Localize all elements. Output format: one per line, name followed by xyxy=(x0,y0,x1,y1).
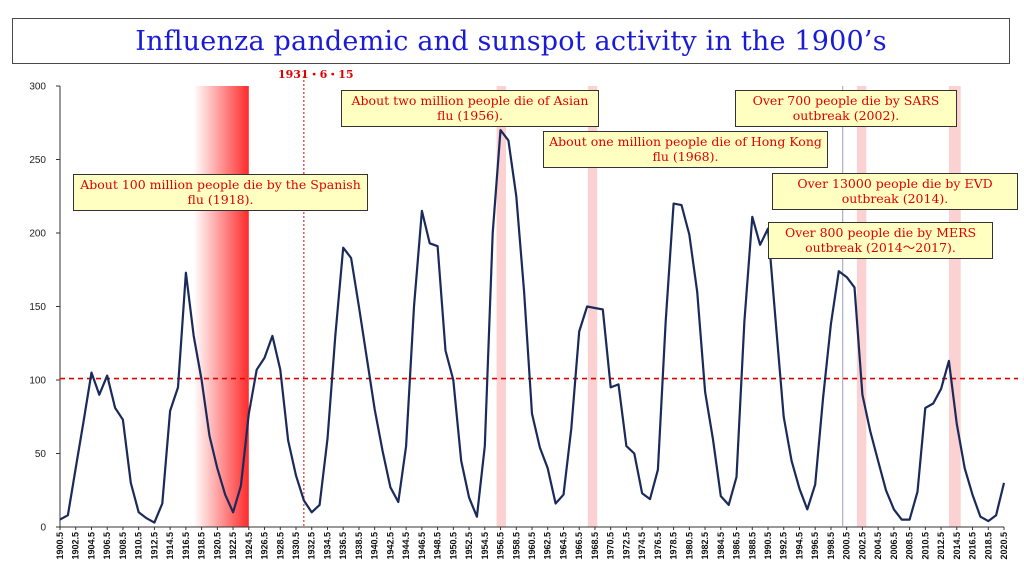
x-tick-label: 1924.5 xyxy=(244,532,254,560)
x-tick-label: 2002.5 xyxy=(857,532,867,560)
x-tick-label: 2008.5 xyxy=(905,532,915,560)
x-tick-label: 1964.5 xyxy=(558,532,568,560)
x-tick-label: 1974.5 xyxy=(637,532,647,560)
x-tick-label: 1976.5 xyxy=(653,532,663,560)
x-tick-label: 1944.5 xyxy=(401,532,411,560)
x-tick-label: 1988.5 xyxy=(747,532,757,560)
x-tick-label: 1930.5 xyxy=(291,532,301,560)
x-tick-label: 1908.5 xyxy=(118,532,128,560)
x-tick-label: 1918.5 xyxy=(197,532,207,560)
annotation-mers: Over 800 people die by MERS outbreak (20… xyxy=(768,222,993,259)
x-tick-label: 1982.5 xyxy=(700,532,710,560)
x-tick-label: 1948.5 xyxy=(433,532,443,560)
x-tick-label: 1980.5 xyxy=(684,532,694,560)
x-tick-label: 2000.5 xyxy=(842,532,852,560)
reference-lines xyxy=(60,76,1018,527)
y-tick-label: 300 xyxy=(29,82,46,93)
chart-title: Influenza pandemic and sunspot activity … xyxy=(135,25,887,57)
x-tick-label: 1970.5 xyxy=(606,532,616,560)
y-tick-labels: 0 50 100 150 200 250 300 xyxy=(29,82,60,534)
x-tick-label: 1986.5 xyxy=(732,532,742,560)
x-tick-label: 1928.5 xyxy=(275,532,285,560)
x-tick-label: 1912.5 xyxy=(149,532,159,560)
x-tick-label: 1922.5 xyxy=(228,532,238,560)
x-tick-label: 1960.5 xyxy=(527,532,537,560)
x-tick-label: 1904.5 xyxy=(86,532,96,560)
x-tick-labels: 1900.5 1902.5 1904.5 1906.5 1908.5 1910.5 1912… xyxy=(55,527,1009,560)
x-tick-label: 1914.5 xyxy=(165,532,175,560)
y-tick-label: 50 xyxy=(35,449,47,460)
x-tick-label: 1966.5 xyxy=(574,532,584,560)
x-tick-label: 1956.5 xyxy=(496,532,506,560)
x-tick-label: 1968.5 xyxy=(590,532,600,560)
x-tick-label: 1910.5 xyxy=(134,532,144,560)
annotation-evd: Over 13000 people die by EVD outbreak (2… xyxy=(772,173,1018,210)
y-tick-label: 0 xyxy=(40,523,46,534)
x-tick-label: 2010.5 xyxy=(920,532,930,560)
x-tick-label: 1926.5 xyxy=(260,532,270,560)
chart-title-box: Influenza pandemic and sunspot activity … xyxy=(12,18,1010,64)
x-tick-label: 2018.5 xyxy=(983,532,993,560)
x-tick-label: 1962.5 xyxy=(543,532,553,560)
x-tick-label: 1978.5 xyxy=(669,532,679,560)
highlight-band-3 xyxy=(856,86,867,527)
x-tick-label: 2014.5 xyxy=(952,532,962,560)
x-tick-label: 1906.5 xyxy=(102,532,112,560)
annotation-hong-kong-flu: About one million people die of Hong Kon… xyxy=(543,131,828,168)
x-tick-label: 1994.5 xyxy=(794,532,804,560)
x-tick-label: 1932.5 xyxy=(307,532,317,560)
x-tick-label: 1934.5 xyxy=(322,532,332,560)
x-tick-label: 1954.5 xyxy=(480,532,490,560)
x-tick-label: 1950.5 xyxy=(448,532,458,560)
x-tick-label: 2012.5 xyxy=(936,532,946,560)
x-tick-label: 1942.5 xyxy=(385,532,395,560)
x-tick-label: 1992.5 xyxy=(779,532,789,560)
y-tick-label: 150 xyxy=(29,302,46,313)
y-tick-label: 200 xyxy=(29,229,46,240)
x-tick-label: 2020.5 xyxy=(999,532,1009,560)
highlight-band-1 xyxy=(496,86,507,527)
x-tick-label: 1936.5 xyxy=(338,532,348,560)
x-tick-label: 2016.5 xyxy=(968,532,978,560)
x-tick-label: 1946.5 xyxy=(417,532,427,560)
y-tick-label: 250 xyxy=(29,155,46,166)
highlight-band-0 xyxy=(193,86,249,527)
x-tick-label: 1958.5 xyxy=(511,532,521,560)
x-tick-label: 1900.5 xyxy=(55,532,65,560)
x-tick-label: 1952.5 xyxy=(464,532,474,560)
highlight-band-4 xyxy=(948,86,961,527)
x-tick-label: 2006.5 xyxy=(889,532,899,560)
x-tick-label: 1990.5 xyxy=(763,532,773,560)
x-tick-label: 1902.5 xyxy=(71,532,81,560)
x-tick-label: 1996.5 xyxy=(810,532,820,560)
annotation-sars: Over 700 people die by SARS outbreak (20… xyxy=(735,90,957,127)
x-tick-label: 1998.5 xyxy=(826,532,836,560)
annotation-asian-flu: About two million people die of Asian fl… xyxy=(341,90,599,127)
x-tick-label: 1984.5 xyxy=(716,532,726,560)
x-tick-label: 1916.5 xyxy=(181,532,191,560)
y-tick-label: 100 xyxy=(29,376,46,387)
date-marker-label: 1931・6・15 xyxy=(278,68,354,81)
x-tick-label: 1940.5 xyxy=(370,532,380,560)
x-tick-label: 1972.5 xyxy=(621,532,631,560)
x-tick-label: 2004.5 xyxy=(873,532,883,560)
annotation-spanish-flu: About 100 million people die by the Span… xyxy=(73,174,368,211)
x-tick-label: 1920.5 xyxy=(212,532,222,560)
x-tick-label: 1938.5 xyxy=(354,532,364,560)
sunspot-series-line xyxy=(59,129,1006,524)
